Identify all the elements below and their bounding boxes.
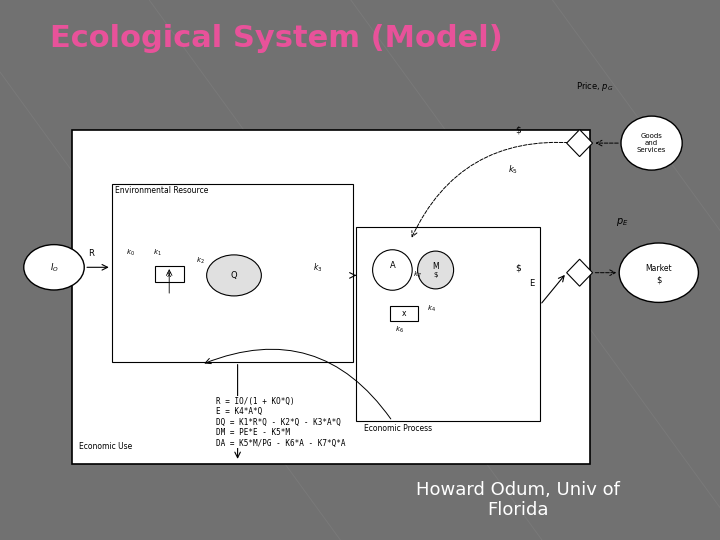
Text: $k_1$: $k_1$ — [153, 248, 162, 258]
Text: $k_2$: $k_2$ — [196, 256, 204, 266]
Text: R: R — [88, 249, 94, 259]
Text: Q: Q — [230, 271, 238, 280]
Text: Environmental Resource: Environmental Resource — [115, 186, 209, 195]
Text: Market: Market — [646, 264, 672, 273]
Text: E: E — [529, 279, 534, 288]
Ellipse shape — [418, 251, 454, 289]
Text: Economic Process: Economic Process — [364, 424, 432, 433]
Text: $k_6$: $k_6$ — [395, 325, 403, 335]
Ellipse shape — [373, 249, 413, 291]
Text: $I_O$: $I_O$ — [50, 261, 58, 274]
Text: $k_3$: $k_3$ — [313, 261, 323, 273]
Text: x: x — [402, 309, 406, 318]
Ellipse shape — [621, 116, 683, 170]
Bar — [72, 130, 590, 464]
Text: $k_5$: $k_5$ — [508, 164, 518, 176]
Bar — [155, 266, 184, 282]
Text: Howard Odum, Univ of
Florida: Howard Odum, Univ of Florida — [416, 481, 621, 519]
Text: Goods
and
Services: Goods and Services — [637, 133, 666, 153]
Polygon shape — [567, 259, 593, 286]
Text: M: M — [432, 262, 439, 271]
Text: A: A — [390, 261, 395, 270]
Circle shape — [207, 255, 261, 296]
Text: $: $ — [515, 125, 521, 134]
Text: $: $ — [656, 275, 662, 284]
Text: Ecological System (Model): Ecological System (Model) — [50, 24, 503, 53]
Bar — [356, 227, 540, 421]
Text: $k_7$: $k_7$ — [413, 269, 422, 280]
Bar — [390, 306, 418, 321]
Polygon shape — [567, 130, 593, 157]
Circle shape — [619, 243, 698, 302]
Bar — [112, 184, 353, 362]
Text: $k_4$: $k_4$ — [427, 303, 436, 314]
Text: Price, $p_G$: Price, $p_G$ — [576, 80, 613, 93]
Text: $: $ — [433, 272, 438, 279]
Text: $k_0$: $k_0$ — [126, 248, 135, 258]
Text: R = IO/(1 + KO*Q)
E = K4*A*Q
DQ = K1*R*Q - K2*Q - K3*A*Q
DM = PE*E - K5*M
DA = K: R = IO/(1 + KO*Q) E = K4*A*Q DQ = K1*R*Q… — [216, 397, 346, 448]
Circle shape — [24, 245, 84, 290]
Text: $p_E$: $p_E$ — [616, 216, 628, 228]
Text: x: x — [167, 270, 171, 279]
Text: $: $ — [515, 263, 521, 272]
Text: Economic Use: Economic Use — [79, 442, 132, 451]
